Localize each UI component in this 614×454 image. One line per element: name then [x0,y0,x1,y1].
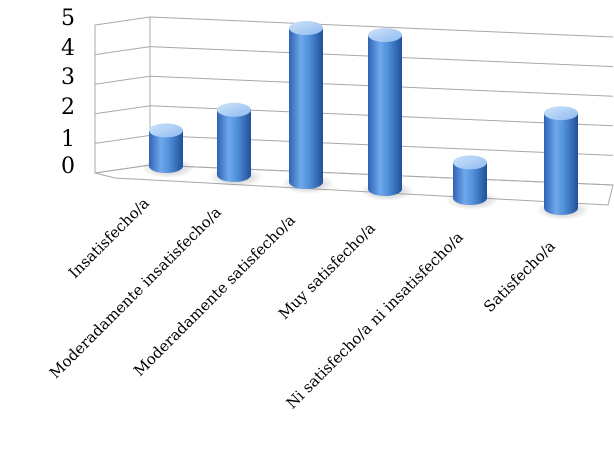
category-label: Moderadamente insatisfecho/a [46,203,225,382]
bar [141,123,195,178]
bar [536,106,590,220]
category-label: Ni satisfecho/a ni insatisfecho/a [283,228,467,412]
y-tick-label: 3 [61,65,75,90]
category-label: Moderadamente satisfecho/a [130,211,299,380]
y-tick-label: 4 [61,36,75,61]
side-gridline [94,46,151,56]
bars [141,21,590,220]
side-gridline [94,75,151,85]
side-gridline [94,134,151,144]
bar [445,155,499,210]
y-tick-label: 5 [61,6,75,31]
category-label: Muy satisfecho/a [275,219,379,323]
category-label: Satisfecho/a [480,237,559,316]
side-gridline [94,105,151,115]
bar [281,21,335,194]
y-tick-label: 0 [61,154,75,179]
y-tick-label: 1 [61,127,75,152]
y-axis-ticks: 01 2 3 4 5 [61,6,75,179]
chart-floor [94,164,614,206]
bar [360,28,414,201]
bar [209,102,263,187]
category-label: Insatisfecho/a [65,194,153,282]
side-gridline [94,16,151,26]
y-tick-label: 2 [61,95,75,120]
gridline [149,16,614,38]
